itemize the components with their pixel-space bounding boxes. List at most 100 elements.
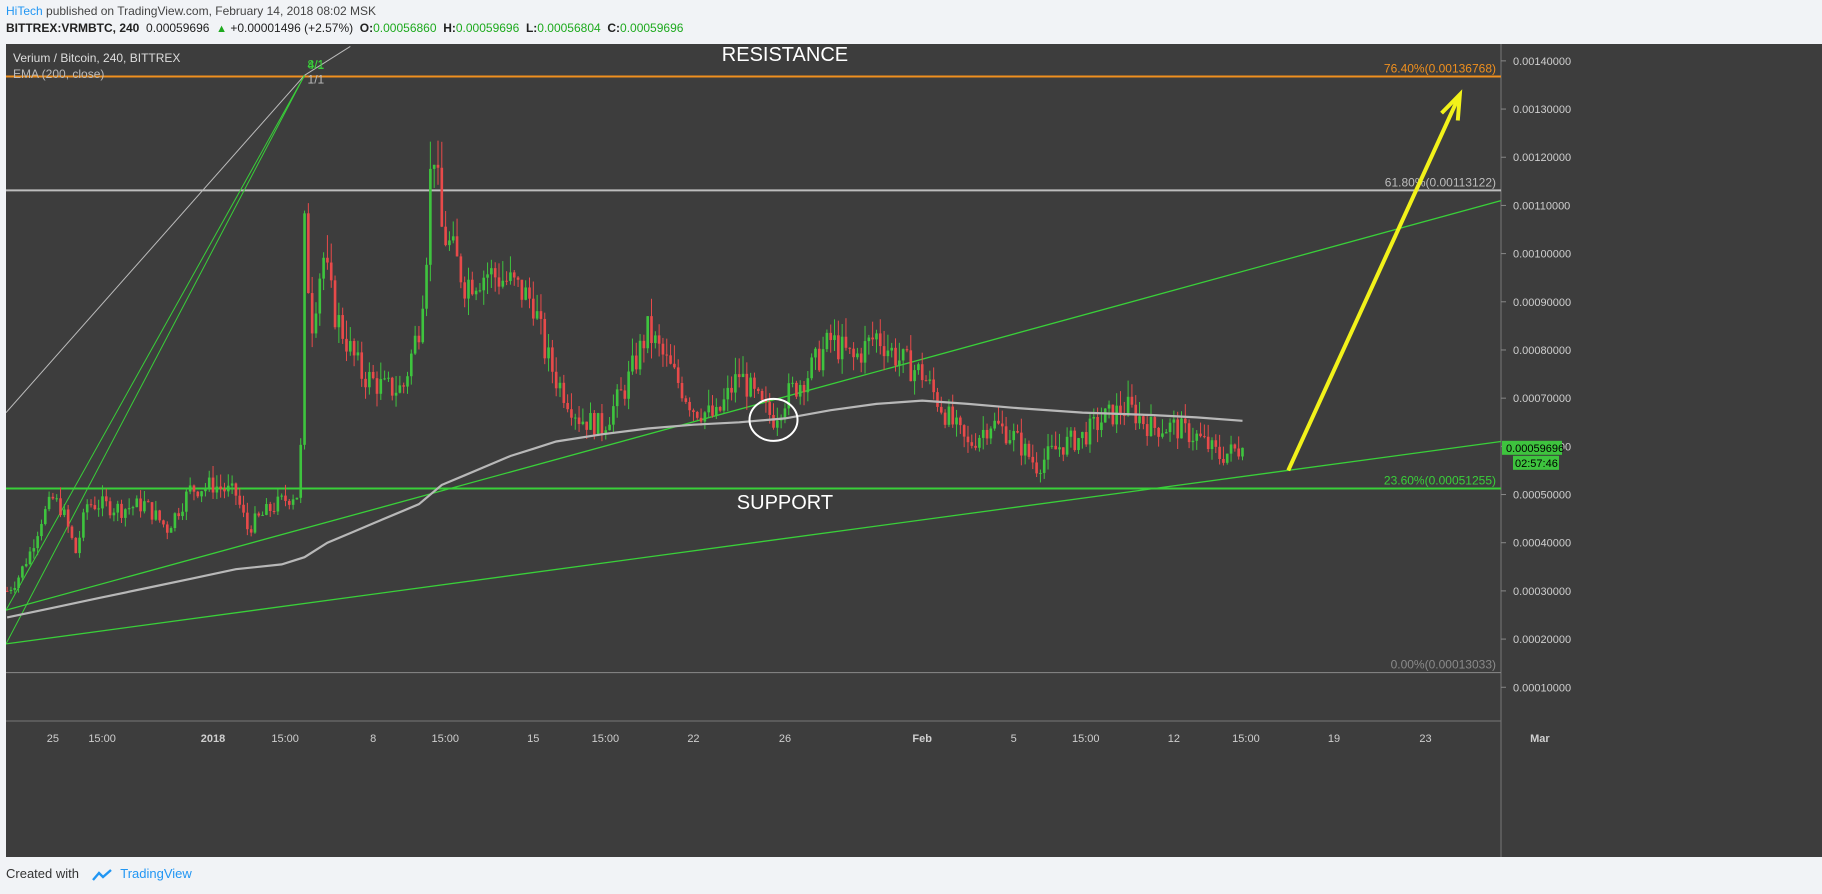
candle-body (1241, 447, 1244, 457)
price-tick-label: 0.00050000 (1513, 490, 1571, 502)
candle-body (688, 401, 691, 411)
candle-body (173, 513, 177, 529)
candle-body (970, 442, 974, 446)
candle-body (246, 512, 249, 530)
candle-body (753, 377, 756, 389)
candle-body (1210, 440, 1214, 450)
candle-body (856, 353, 859, 358)
price-tick-label: 0.00070000 (1513, 393, 1571, 405)
candle-body (901, 349, 905, 361)
price-tick-label: 0.00100000 (1513, 249, 1571, 261)
candle-body (474, 290, 478, 295)
candle-body (398, 385, 402, 393)
price-tick-label: 0.00120000 (1513, 152, 1571, 164)
author-link[interactable]: HiTech (6, 4, 43, 18)
candle-body (1233, 444, 1237, 449)
tradingview-link[interactable]: TradingView (120, 866, 192, 881)
candle-body (570, 409, 573, 418)
gann-fan-line (6, 75, 305, 645)
candle-body (1183, 418, 1187, 424)
candle-body (394, 392, 398, 396)
candle-body (409, 353, 413, 377)
chart-panel[interactable]: 0.00010000 0.00020000 0.00030000 0.00040000… (6, 44, 1822, 857)
candle-body (162, 520, 165, 525)
candle-body (13, 588, 17, 590)
candle-body (966, 436, 970, 443)
candle-body (730, 387, 733, 393)
candle-body (116, 503, 120, 513)
candle-body (1153, 417, 1157, 428)
candle-body (1035, 462, 1038, 474)
candle-body (1157, 427, 1160, 437)
candle-body (1050, 445, 1054, 447)
candle-body (867, 337, 871, 342)
candle-body (562, 382, 566, 403)
candle-body (634, 355, 638, 370)
candle-body (905, 349, 909, 351)
candle-body (745, 373, 749, 397)
candle-body (859, 353, 863, 363)
candle-body (1172, 419, 1176, 423)
candle-body (314, 313, 318, 334)
candle-body (1027, 443, 1031, 457)
candle-body (875, 333, 878, 340)
candle-body (1065, 436, 1069, 455)
candle-body (253, 513, 257, 533)
candle-body (959, 417, 962, 426)
candle-body (470, 279, 474, 295)
candle-body (741, 373, 745, 378)
candle-body (93, 505, 97, 510)
candle-body (528, 287, 531, 299)
price-chart[interactable]: 0.00010000 0.00020000 0.00030000 0.00040000… (6, 44, 1822, 857)
candle-body (1119, 405, 1122, 415)
time-tick-label: 15:00 (431, 733, 459, 745)
annotation-resistance: RESISTANCE (722, 44, 848, 66)
tradingview-logo-icon (91, 868, 112, 881)
indicator-label: EMA (200, close) (13, 67, 104, 81)
candle-body (1214, 440, 1218, 447)
candle-body (371, 371, 375, 379)
candle-body (40, 524, 43, 537)
candle-body (17, 577, 20, 589)
candle-body (429, 168, 432, 265)
candle-body (444, 226, 447, 246)
candle-body (726, 387, 730, 400)
candle-body (623, 390, 627, 399)
candle-body (692, 410, 695, 412)
candle-body (829, 332, 833, 341)
gann-fan-line (6, 75, 305, 611)
candle-body (589, 413, 592, 430)
candle-body (558, 382, 562, 389)
time-tick-label: 23 (1419, 733, 1431, 745)
candle-body (524, 287, 527, 300)
time-tick-label: 26 (779, 733, 791, 745)
candle-body (566, 402, 569, 410)
candle-body (772, 414, 775, 428)
candle-body (817, 348, 821, 371)
candle-body (375, 378, 379, 394)
candle-body (82, 512, 85, 538)
candle-body (619, 389, 623, 391)
time-tick-label: 8 (370, 733, 376, 745)
candle-body (28, 551, 32, 565)
candle-body (379, 379, 383, 394)
candle-body (1042, 459, 1046, 473)
candle-body (165, 524, 169, 533)
candle-body (734, 374, 737, 393)
candle-body (1046, 446, 1050, 460)
candle-body (615, 389, 619, 407)
candle-body (1073, 430, 1077, 451)
candle-body (272, 510, 276, 512)
candle-body (326, 257, 329, 263)
price-tick-label: 0.00040000 (1513, 538, 1571, 550)
time-tick-label: 15:00 (88, 733, 116, 745)
price-tick-label: 0.00020000 (1513, 634, 1571, 646)
candle-body (1225, 453, 1229, 463)
candle-body (383, 378, 386, 380)
candle-body (1004, 426, 1008, 444)
candle-body (89, 504, 93, 506)
candle-body (936, 392, 939, 407)
candle-body (516, 277, 520, 280)
candle-body (9, 589, 13, 592)
candle-body (108, 501, 112, 516)
